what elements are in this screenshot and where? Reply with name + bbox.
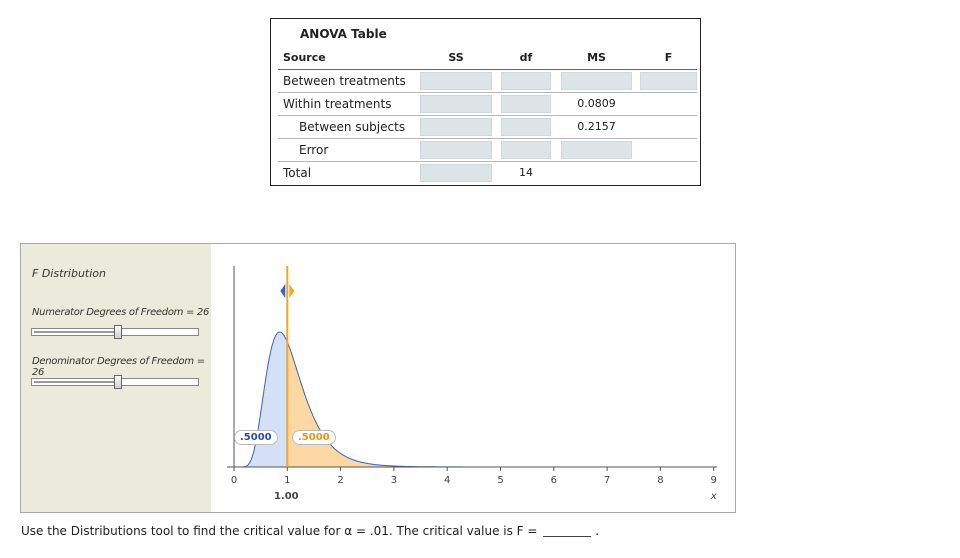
- df-input[interactable]: [501, 72, 551, 90]
- row-total: Total 14: [278, 162, 697, 185]
- right-tail-area: [287, 341, 714, 467]
- f-distribution-chart: 0 1 2 3 4 5 6 7 8 9 1.00 x: [227, 266, 717, 502]
- df-value: 14: [519, 166, 533, 179]
- row-between-subjects: Between subjects 0.2157: [278, 116, 697, 139]
- header-ss: SS: [448, 51, 464, 64]
- source-label: Within treatments: [283, 97, 392, 111]
- f-distribution-tool: F Distribution Numerator Degrees of Free…: [20, 243, 736, 513]
- source-label: Total: [283, 166, 312, 180]
- right-probability-label: .5000: [292, 430, 336, 445]
- denominator-df-slider[interactable]: [31, 375, 199, 389]
- numerator-df-slider[interactable]: [31, 325, 199, 339]
- x-tick-label: 6: [551, 475, 557, 486]
- anova-title: ANOVA Table: [300, 27, 387, 41]
- x-tick-label: 9: [711, 475, 717, 486]
- left-tail-area: [234, 332, 288, 467]
- df-input[interactable]: [501, 118, 551, 136]
- ss-input[interactable]: [420, 118, 492, 136]
- tool-title: F Distribution: [32, 267, 106, 280]
- ss-input[interactable]: [420, 164, 492, 182]
- x-tick-label: 8: [657, 475, 663, 486]
- x-tick-label: 7: [604, 475, 610, 486]
- source-label: Error: [299, 143, 329, 157]
- ss-input[interactable]: [420, 141, 492, 159]
- x-tick-label: 4: [444, 475, 450, 486]
- df-input[interactable]: [501, 141, 551, 159]
- x-tick-label: 2: [337, 475, 343, 486]
- control-panel: F Distribution Numerator Degrees of Free…: [21, 244, 211, 512]
- denominator-slider-thumb[interactable]: [114, 375, 122, 389]
- ms-value: 0.2157: [577, 120, 616, 133]
- x-tick-label: 3: [391, 475, 397, 486]
- anova-header-row: Source SS df MS F: [278, 47, 697, 70]
- header-df: df: [519, 51, 533, 64]
- row-error: Error: [278, 139, 697, 162]
- marker-left-arrow-icon[interactable]: [280, 284, 286, 298]
- df-input[interactable]: [501, 95, 551, 113]
- source-label: Between treatments: [283, 74, 406, 88]
- question-prompt: Use the Distributions tool to find the c…: [21, 524, 538, 538]
- row-within-treatments: Within treatments 0.0809: [278, 93, 697, 116]
- numerator-df-label: Numerator Degrees of Freedom = 26: [32, 307, 210, 318]
- ms-input[interactable]: [561, 141, 632, 159]
- slider-fill: [34, 331, 118, 333]
- slider-fill: [34, 381, 118, 383]
- question-text: Use the Distributions tool to find the c…: [21, 524, 599, 538]
- f-input[interactable]: [640, 72, 697, 90]
- question-suffix: .: [595, 524, 600, 538]
- marker-right-arrow-icon[interactable]: [289, 284, 295, 298]
- denominator-df-label: Denominator Degrees of Freedom = 26: [32, 356, 205, 378]
- left-probability-label: .5000: [234, 430, 278, 445]
- header-f: F: [664, 51, 673, 64]
- x-axis-ticks: 0 1 2 3 4 5 6 7 8 9: [231, 467, 717, 486]
- header-source: Source: [283, 51, 326, 64]
- x-axis-label: x: [710, 491, 717, 502]
- f-distribution-plot: 0 1 2 3 4 5 6 7 8 9 1.00 x .5000 .5000: [212, 244, 735, 516]
- header-ms: MS: [587, 51, 606, 64]
- x-tick-label: 0: [231, 475, 237, 486]
- ss-input[interactable]: [420, 72, 492, 90]
- source-label: Between subjects: [299, 120, 406, 134]
- anova-table: ANOVA Table Source SS df MS F Between tr…: [270, 18, 701, 186]
- ss-input[interactable]: [420, 95, 492, 113]
- x-tick-label: 5: [497, 475, 503, 486]
- numerator-slider-thumb[interactable]: [114, 325, 122, 339]
- ms-value: 0.0809: [577, 97, 616, 110]
- answer-blank[interactable]: [543, 524, 592, 537]
- critical-value-label: 1.00: [274, 491, 299, 502]
- ms-input[interactable]: [561, 72, 632, 90]
- row-between-treatments: Between treatments: [278, 70, 697, 93]
- x-tick-label: 1: [284, 475, 290, 486]
